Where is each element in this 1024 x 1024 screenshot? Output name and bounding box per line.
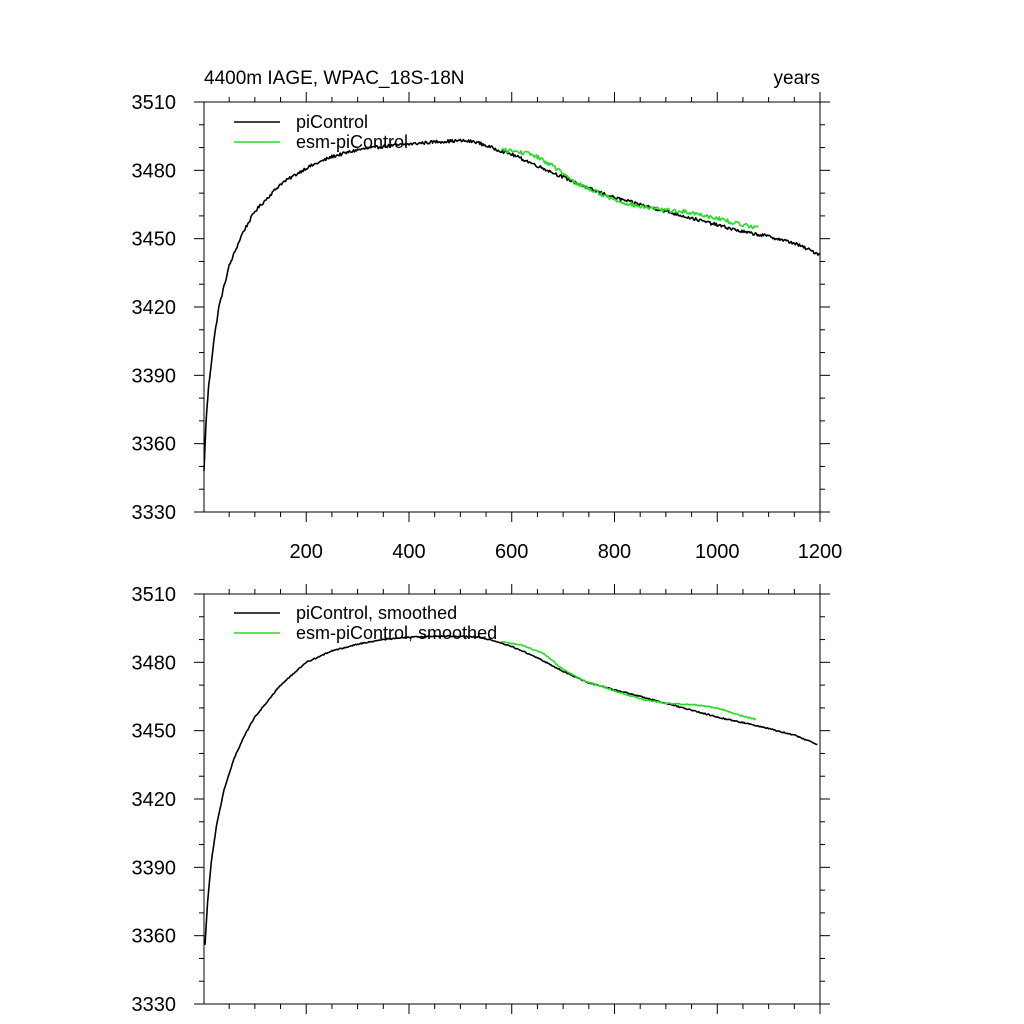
x-tick-label: 800 [598, 541, 631, 563]
y-tick-label: 3510 [132, 92, 177, 114]
y-tick-label: 3420 [132, 297, 177, 319]
legend-label: esm-piControl [296, 132, 408, 152]
x-tick-label: 200 [290, 541, 323, 563]
y-tick-label: 3450 [132, 229, 177, 251]
plot-frame [203, 101, 821, 513]
chart-title: 4400m IAGE, WPAC_18S-18N [204, 68, 464, 89]
series-line-esm-picontrol [500, 147, 759, 230]
y-tick-label: 3360 [132, 926, 177, 948]
x-units-label: years [774, 68, 820, 89]
series-line-esm-picontrol [501, 640, 757, 721]
panel-bottom: 3330 3360 3390 3420 3450 3480 3510 piControl, … [132, 584, 830, 1016]
panel-top: 4400m IAGE, WPAC_18S-18N years 3330 3360 3… [132, 68, 843, 563]
series-line-picontrol [204, 634, 818, 945]
x-tick-label: 400 [392, 541, 425, 563]
y-tick-label: 3330 [132, 502, 177, 524]
y-tick-label: 3390 [132, 365, 177, 387]
y-tick-label: 3390 [132, 857, 177, 879]
x-tick-label: 1200 [798, 541, 843, 563]
y-tick-label: 3360 [132, 434, 177, 456]
legend-label: piControl [296, 112, 368, 132]
x-tick-label: 1000 [695, 541, 740, 563]
y-tick-label: 3330 [132, 994, 177, 1016]
plot-frame [203, 593, 821, 1005]
y-tick-label: 3510 [132, 584, 177, 606]
legend-label: esm-piControl, smoothed [296, 623, 497, 643]
y-tick-label: 3480 [132, 160, 177, 182]
y-tick-label: 3450 [132, 721, 177, 743]
series-line-picontrol [203, 138, 821, 472]
y-tick-label: 3480 [132, 652, 177, 674]
y-tick-label: 3420 [132, 789, 177, 811]
legend-label: piControl, smoothed [296, 603, 457, 623]
x-tick-label: 600 [495, 541, 528, 563]
